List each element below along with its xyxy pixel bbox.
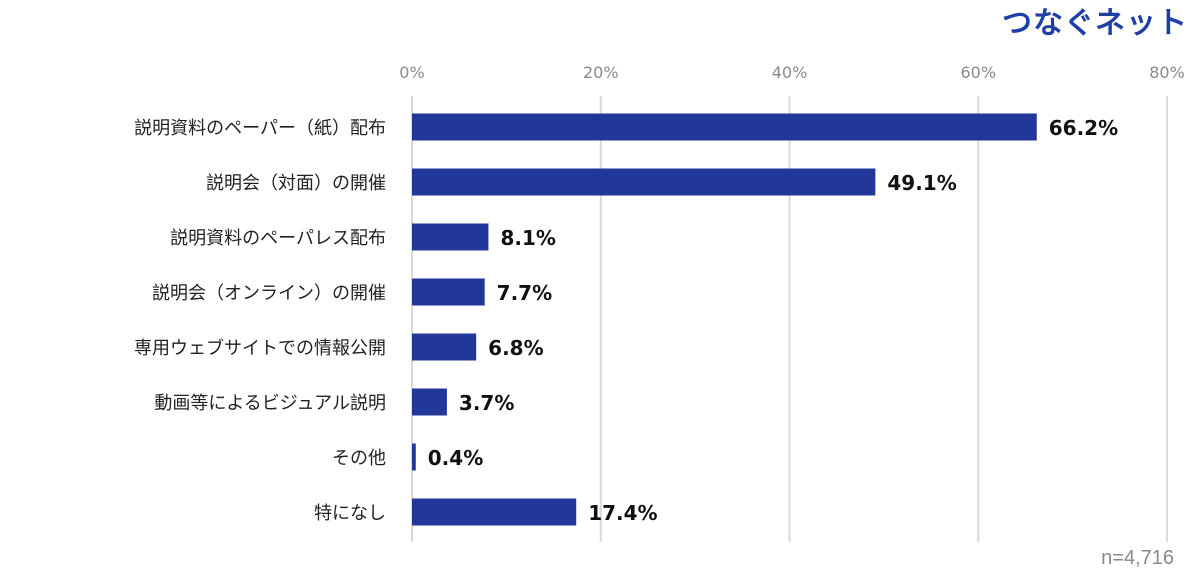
category-label: 説明資料のペーパー（紙）配布 (134, 118, 386, 139)
x-tick-label: 40% (772, 63, 808, 82)
data-label: 17.4% (588, 501, 657, 525)
brand-logo: つなぐネット (1002, 6, 1188, 41)
category-label: 特になし (314, 503, 386, 524)
category-label: 説明会（対面）の開催 (206, 173, 386, 194)
data-label: 0.4% (428, 446, 483, 470)
category-label: 説明資料のペーパレス配布 (170, 228, 386, 249)
bar (412, 443, 416, 471)
bar (412, 278, 485, 306)
data-label: 7.7% (497, 281, 552, 305)
x-tick-label: 20% (583, 63, 619, 82)
data-label: 66.2% (1049, 116, 1118, 140)
data-label: 49.1% (887, 171, 956, 195)
data-label: 3.7% (459, 391, 514, 415)
sample-size-label: n=4,716 (1101, 547, 1174, 569)
category-label: 専用ウェブサイトでの情報公開 (134, 337, 386, 359)
bar (412, 168, 876, 196)
bar (412, 388, 447, 416)
bar (412, 113, 1037, 141)
bar (412, 333, 477, 361)
bar (412, 223, 489, 251)
category-label: 説明会（オンライン）の開催 (152, 283, 386, 304)
data-label: 6.8% (488, 336, 543, 360)
x-tick-label: 0% (399, 63, 424, 82)
bar (412, 498, 577, 526)
x-tick-label: 60% (960, 63, 996, 82)
x-tick-label: 80% (1149, 63, 1185, 82)
category-label: その他 (332, 448, 386, 469)
category-label: 動画等によるビジュアル説明 (154, 393, 386, 414)
data-label: 8.1% (500, 226, 555, 250)
